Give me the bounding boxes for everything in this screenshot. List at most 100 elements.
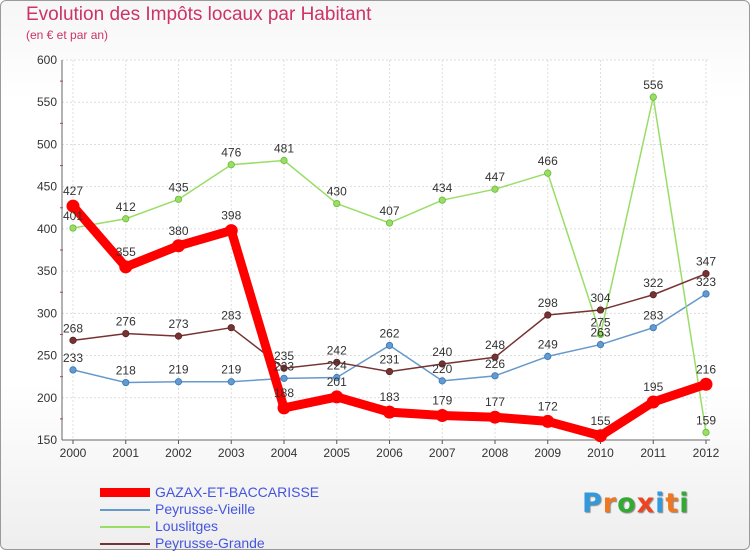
data-point <box>66 199 80 213</box>
data-label: 412 <box>116 200 136 214</box>
x-tick-label: 2010 <box>587 446 614 460</box>
data-point <box>172 239 185 253</box>
data-point <box>174 332 183 340</box>
legend-item: Peyrusse-Vieille <box>100 501 360 518</box>
data-label: 220 <box>432 362 452 376</box>
y-tick-label: 600 <box>37 53 57 67</box>
data-point <box>280 156 288 165</box>
data-point <box>385 367 394 376</box>
data-point <box>596 340 605 349</box>
x-tick-label: 2012 <box>693 446 720 460</box>
y-tick-label: 550 <box>37 95 57 109</box>
data-label: 219 <box>168 363 188 377</box>
data-point <box>122 329 130 338</box>
data-label: 183 <box>379 390 399 404</box>
data-label: 322 <box>643 276 663 290</box>
data-point <box>122 378 130 387</box>
x-tick-label: 2000 <box>60 446 87 460</box>
x-tick-label: 2007 <box>429 446 456 460</box>
data-point <box>702 428 710 436</box>
logo-letter: i <box>679 488 690 519</box>
data-label: 242 <box>327 343 347 357</box>
data-label: 298 <box>538 296 558 310</box>
data-label: 223 <box>274 359 294 373</box>
data-point <box>541 414 555 428</box>
logo-letter: x <box>636 488 656 519</box>
data-label: 481 <box>274 141 294 155</box>
data-point <box>649 324 657 332</box>
x-tick-label: 2009 <box>534 446 561 460</box>
data-label: 268 <box>63 321 83 335</box>
y-tick-label: 400 <box>37 222 57 236</box>
data-label: 201 <box>327 375 347 389</box>
data-label: 430 <box>327 185 347 199</box>
legend-label: GAZAX-ET-BACCARISSE <box>155 484 320 500</box>
data-label: 262 <box>379 326 399 340</box>
logo-letter: r <box>602 488 618 519</box>
data-label: 263 <box>590 326 610 340</box>
data-label: 398 <box>221 209 241 223</box>
y-tick-label: 200 <box>37 391 57 405</box>
y-tick-label: 300 <box>37 306 57 320</box>
data-label: 283 <box>221 309 241 323</box>
data-label: 407 <box>379 204 399 218</box>
data-label: 172 <box>538 399 558 413</box>
data-point <box>119 260 133 274</box>
data-point <box>438 196 446 204</box>
legend-label: Peyrusse-Vieille <box>155 501 256 517</box>
y-tick-label: 350 <box>37 264 57 278</box>
data-point <box>649 93 657 101</box>
data-label: 355 <box>116 245 136 259</box>
data-point <box>333 373 341 382</box>
data-point <box>333 358 341 366</box>
data-label: 276 <box>116 315 136 329</box>
data-label: 159 <box>696 413 716 427</box>
x-tick-label: 2005 <box>323 446 350 460</box>
data-point <box>544 311 552 319</box>
data-label: 323 <box>696 275 716 289</box>
data-point <box>702 270 710 278</box>
legend-swatch <box>100 488 150 497</box>
data-point <box>280 364 288 372</box>
data-point <box>702 290 710 298</box>
data-label: 219 <box>221 363 241 377</box>
data-label: 275 <box>590 315 610 329</box>
y-tick-label: 450 <box>37 180 57 194</box>
data-label: 188 <box>274 386 294 400</box>
data-label: 224 <box>327 359 347 373</box>
legend-swatch <box>100 509 150 511</box>
logo-letter: i <box>655 488 666 519</box>
data-label: 273 <box>168 317 188 331</box>
legend-item: Louslitges <box>100 518 360 535</box>
data-point <box>646 395 660 409</box>
data-label: 304 <box>590 291 610 305</box>
logo-letter: P <box>582 488 603 519</box>
data-point <box>280 374 288 382</box>
data-point <box>596 330 605 339</box>
proxiti-logo: Proxiti <box>582 488 690 519</box>
data-point <box>69 336 77 344</box>
data-label: 435 <box>168 180 188 194</box>
data-point <box>224 224 238 238</box>
data-label: 218 <box>116 364 136 378</box>
x-tick-label: 2003 <box>218 446 245 460</box>
data-point <box>594 429 607 443</box>
data-point <box>438 377 446 385</box>
data-label: 177 <box>485 395 505 409</box>
data-point <box>544 169 552 177</box>
data-point <box>277 401 291 415</box>
data-point <box>435 409 449 423</box>
data-point <box>330 390 344 404</box>
data-label: 233 <box>63 351 83 365</box>
data-point <box>385 219 394 227</box>
data-label: 240 <box>432 345 452 359</box>
legend-item: GAZAX-ET-BACCARISSE <box>100 484 360 501</box>
x-tick-label: 2002 <box>165 446 192 460</box>
data-point <box>488 410 502 424</box>
x-tick-label: 2001 <box>112 446 139 460</box>
data-point <box>69 366 77 374</box>
data-point <box>544 352 552 360</box>
y-tick-label: 250 <box>37 349 57 363</box>
data-label: 476 <box>221 146 241 160</box>
